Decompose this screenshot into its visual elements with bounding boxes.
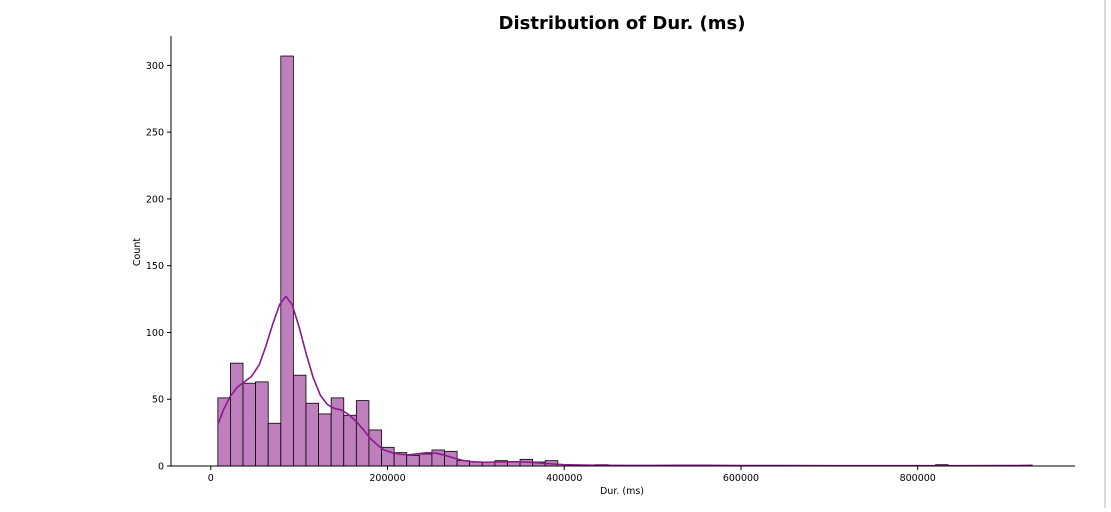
histogram-bar xyxy=(242,382,257,467)
histogram-bar xyxy=(406,454,420,467)
x-tick-label: 400000 xyxy=(546,473,582,484)
histogram-bar xyxy=(305,402,319,467)
histogram-bar xyxy=(318,413,332,467)
x-tick-label: 600000 xyxy=(723,473,759,484)
y-tick-label: 100 xyxy=(146,328,164,339)
y-tick-label: 0 xyxy=(158,462,164,473)
y-tick-label: 300 xyxy=(146,61,164,72)
histogram-bar xyxy=(230,362,244,467)
histogram-bar xyxy=(280,55,294,467)
histogram-bar xyxy=(292,374,307,467)
axes-layer: 0 50 100 150 200 250 300 0 200000 400000 600000 800… xyxy=(146,36,1075,484)
histogram-bar xyxy=(267,422,282,467)
y-tick-label: 200 xyxy=(146,194,164,205)
kde-curve xyxy=(217,295,1033,467)
y-tick-label: 250 xyxy=(146,128,164,139)
kde-layer xyxy=(217,295,1033,467)
x-axis-label: Dur. (ms) xyxy=(600,486,644,497)
y-tick-label: 150 xyxy=(146,261,164,272)
y-tick-label: 50 xyxy=(152,395,164,406)
x-tick-label: 200000 xyxy=(369,473,405,484)
histogram-bar xyxy=(343,414,357,467)
histogram-bar xyxy=(418,453,433,467)
chart-title: Distribution of Dur. (ms) xyxy=(499,13,746,34)
x-tick-label: 800000 xyxy=(900,473,936,484)
y-axis-label: Count xyxy=(132,238,143,266)
x-tick-label: 0 xyxy=(208,473,214,484)
panel-border xyxy=(1104,0,1106,508)
histogram-bar xyxy=(368,429,382,467)
histogram-bar xyxy=(255,381,269,467)
bars-layer xyxy=(217,55,949,467)
